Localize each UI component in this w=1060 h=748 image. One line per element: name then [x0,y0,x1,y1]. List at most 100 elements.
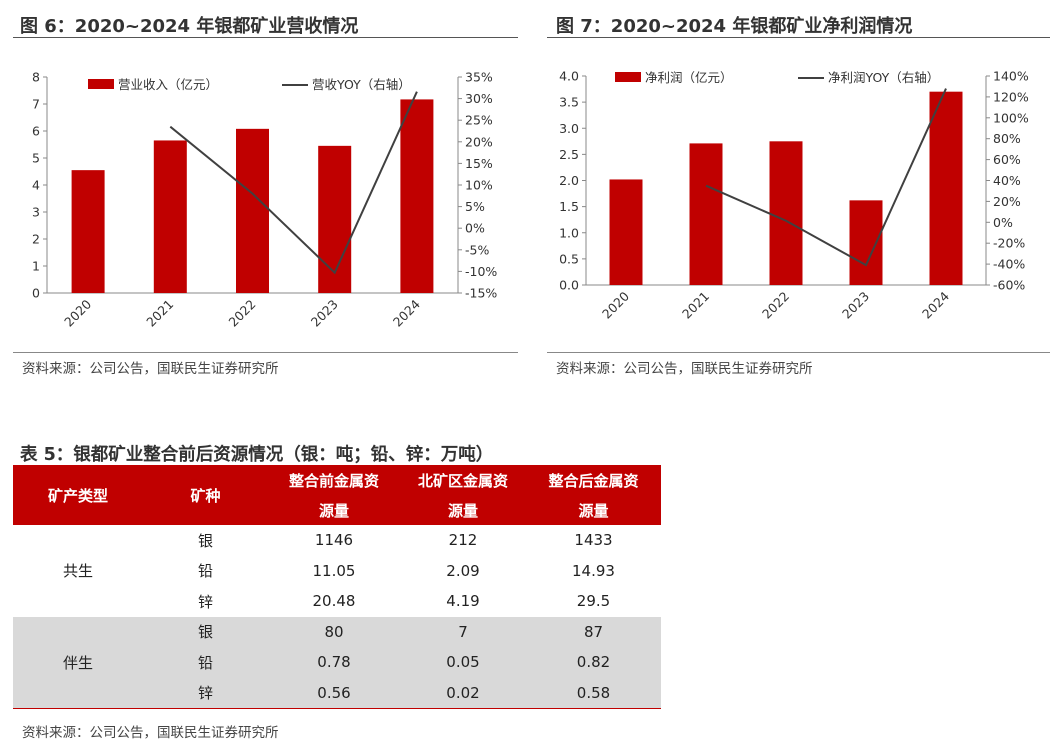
table-5-source: 资料来源：公司公告，国联民生证券研究所 [22,725,279,741]
x-tick-label: 2020 [61,296,94,329]
left-axis-tick-label: 3.5 [559,95,579,110]
group-type-cell: 共生 [62,562,93,581]
legend-line-label: 营收YOY（右轴） [312,77,411,92]
right-axis-tick-label: 30% [465,91,493,106]
bar-2024 [400,99,434,293]
mineral-cell: 铅 [143,647,268,678]
value-cell: 7 [400,616,526,647]
header-north-line1: 北矿区金属资 [400,465,526,495]
mineral-cell: 银 [197,531,213,550]
left-axis-tick-label: 7 [32,97,40,112]
right-axis-tick-label: 40% [993,173,1021,188]
net-profit-chart: 0.0 0.5 1.0 1.5 2.0 2.5 3.0 3.5 4.0 -60% -40% -20% 0… [559,69,1029,322]
value-cell: 1146 [314,531,354,550]
value-cell: 80 [268,616,400,647]
figure-6-top-rule [13,37,518,38]
right-axis-tick-label: 20% [993,194,1021,209]
mineral-cell: 锌 [143,677,268,709]
left-axis-tick-label: 4 [32,178,40,193]
bar-2023 [318,145,352,293]
bar-2022 [236,128,269,293]
bar-2021 [689,143,723,285]
left-axis-tick-label: 1.0 [559,225,579,240]
right-axis-tick-label: 140% [993,69,1029,84]
bar-2023 [849,200,883,285]
x-tick-label: 2022 [226,297,259,330]
left-axis-tick-label: 3.0 [559,121,579,136]
right-axis-tick-label: -20% [993,236,1025,251]
left-axis-tick-label: 0 [32,286,40,301]
value-cell: 0.58 [526,677,661,709]
right-axis-tick-label: 10% [465,178,493,193]
right-axis-tick-label: 80% [993,131,1021,146]
left-axis-tick-label: 6 [32,124,40,139]
x-tick-label: 2022 [759,289,792,322]
legend-bar-swatch [615,72,641,82]
left-axis-tick-label: 1 [32,259,40,274]
table-row: 锌 0.56 0.02 0.58 [13,677,661,709]
table-row: 锌 20.48 4.19 29.5 [13,586,661,617]
right-axis-tick-label: -60% [993,278,1025,293]
figure-7-source: 资料来源：公司公告，国联民生证券研究所 [556,361,813,377]
left-axis-tick-label: 2 [32,232,40,247]
x-tick-label: 2021 [143,297,176,330]
value-cell: 11.05 [312,561,356,580]
x-tick-label: 2023 [839,289,872,322]
table-row: 铅 0.78 0.05 0.82 [13,647,661,678]
header-mineral-type: 矿产类型 [13,465,143,525]
left-axis-tick-label: 8 [32,70,40,85]
x-tick-label: 2021 [679,289,712,322]
right-axis-tick-label: -5% [465,242,489,257]
mineral-cell: 银 [143,616,268,647]
legend-bar-label: 净利润（亿元） [645,70,733,85]
value-cell: 212 [448,531,478,550]
mineral-cell: 铅 [197,562,213,581]
bar-2020 [609,179,643,285]
figure-6-title: 图 6：2020~2024 年银都矿业营收情况 [20,16,359,37]
right-axis-tick-label: 35% [465,70,493,85]
group-type-cell: 伴生 [13,616,143,709]
left-axis-tick-label: 3 [32,205,40,220]
header-pre-merge-line1: 整合前金属资 [268,465,400,495]
x-tick-label: 2020 [599,288,632,321]
bar-2022 [769,141,803,285]
x-tick-label: 2024 [919,288,952,321]
value-cell: 0.02 [400,677,526,709]
yoy-line [705,88,947,267]
right-axis-tick-label: 0% [465,221,485,236]
value-cell: 29.5 [576,592,611,611]
header-north-line2: 源量 [400,495,526,525]
mineral-cell: 锌 [197,592,213,611]
value-cell: 1433 [574,531,613,550]
legend-bar-label: 营业收入（亿元） [118,77,218,92]
right-axis-tick-label: -15% [465,286,497,301]
figure-7-title: 图 7：2020~2024 年银都矿业净利润情况 [556,16,913,37]
value-cell: 0.82 [526,647,661,678]
header-mineral: 矿种 [143,465,268,525]
left-axis-tick-label: 0.5 [559,251,579,266]
legend-bar-swatch [88,79,114,89]
header-pre-merge-line2: 源量 [268,495,400,525]
figure-7-top-rule [547,37,1050,38]
bar-2021 [153,140,187,293]
right-axis-tick-label: 15% [465,156,493,171]
left-axis-tick-label: 0.0 [559,278,579,293]
left-axis-tick-label: 2.5 [559,147,579,162]
bar-2020 [71,170,105,293]
legend-line-label: 净利润YOY（右轴） [828,70,939,85]
header-post-merge-line1: 整合后金属资 [526,465,661,495]
left-axis-tick-label: 1.5 [559,199,579,214]
yoy-line [169,91,418,275]
revenue-chart: 0 1 2 3 4 5 6 7 8 -15% -10% -5% 0% 5% 10% 15% 20% 25% 30% 3… [32,70,497,330]
value-cell: 87 [526,616,661,647]
table-row: 伴生 银 80 7 87 [13,616,661,709]
value-cell: 0.78 [268,647,400,678]
x-tick-label: 2024 [390,296,423,329]
table-5-title: 表 5：银都矿业整合前后资源情况（银：吨；铅、锌：万吨） [20,445,494,465]
right-axis-tick-label: 25% [465,113,493,128]
value-cell: 0.56 [268,677,400,709]
x-tick-label: 2023 [308,297,341,330]
right-axis-tick-label: 20% [465,134,493,149]
figure-6-bottom-rule [13,352,518,353]
resource-table: 矿产类型 矿种 整合前金属资 北矿区金属资 整合后金属资 源量 源量 源量 共生… [13,465,661,709]
